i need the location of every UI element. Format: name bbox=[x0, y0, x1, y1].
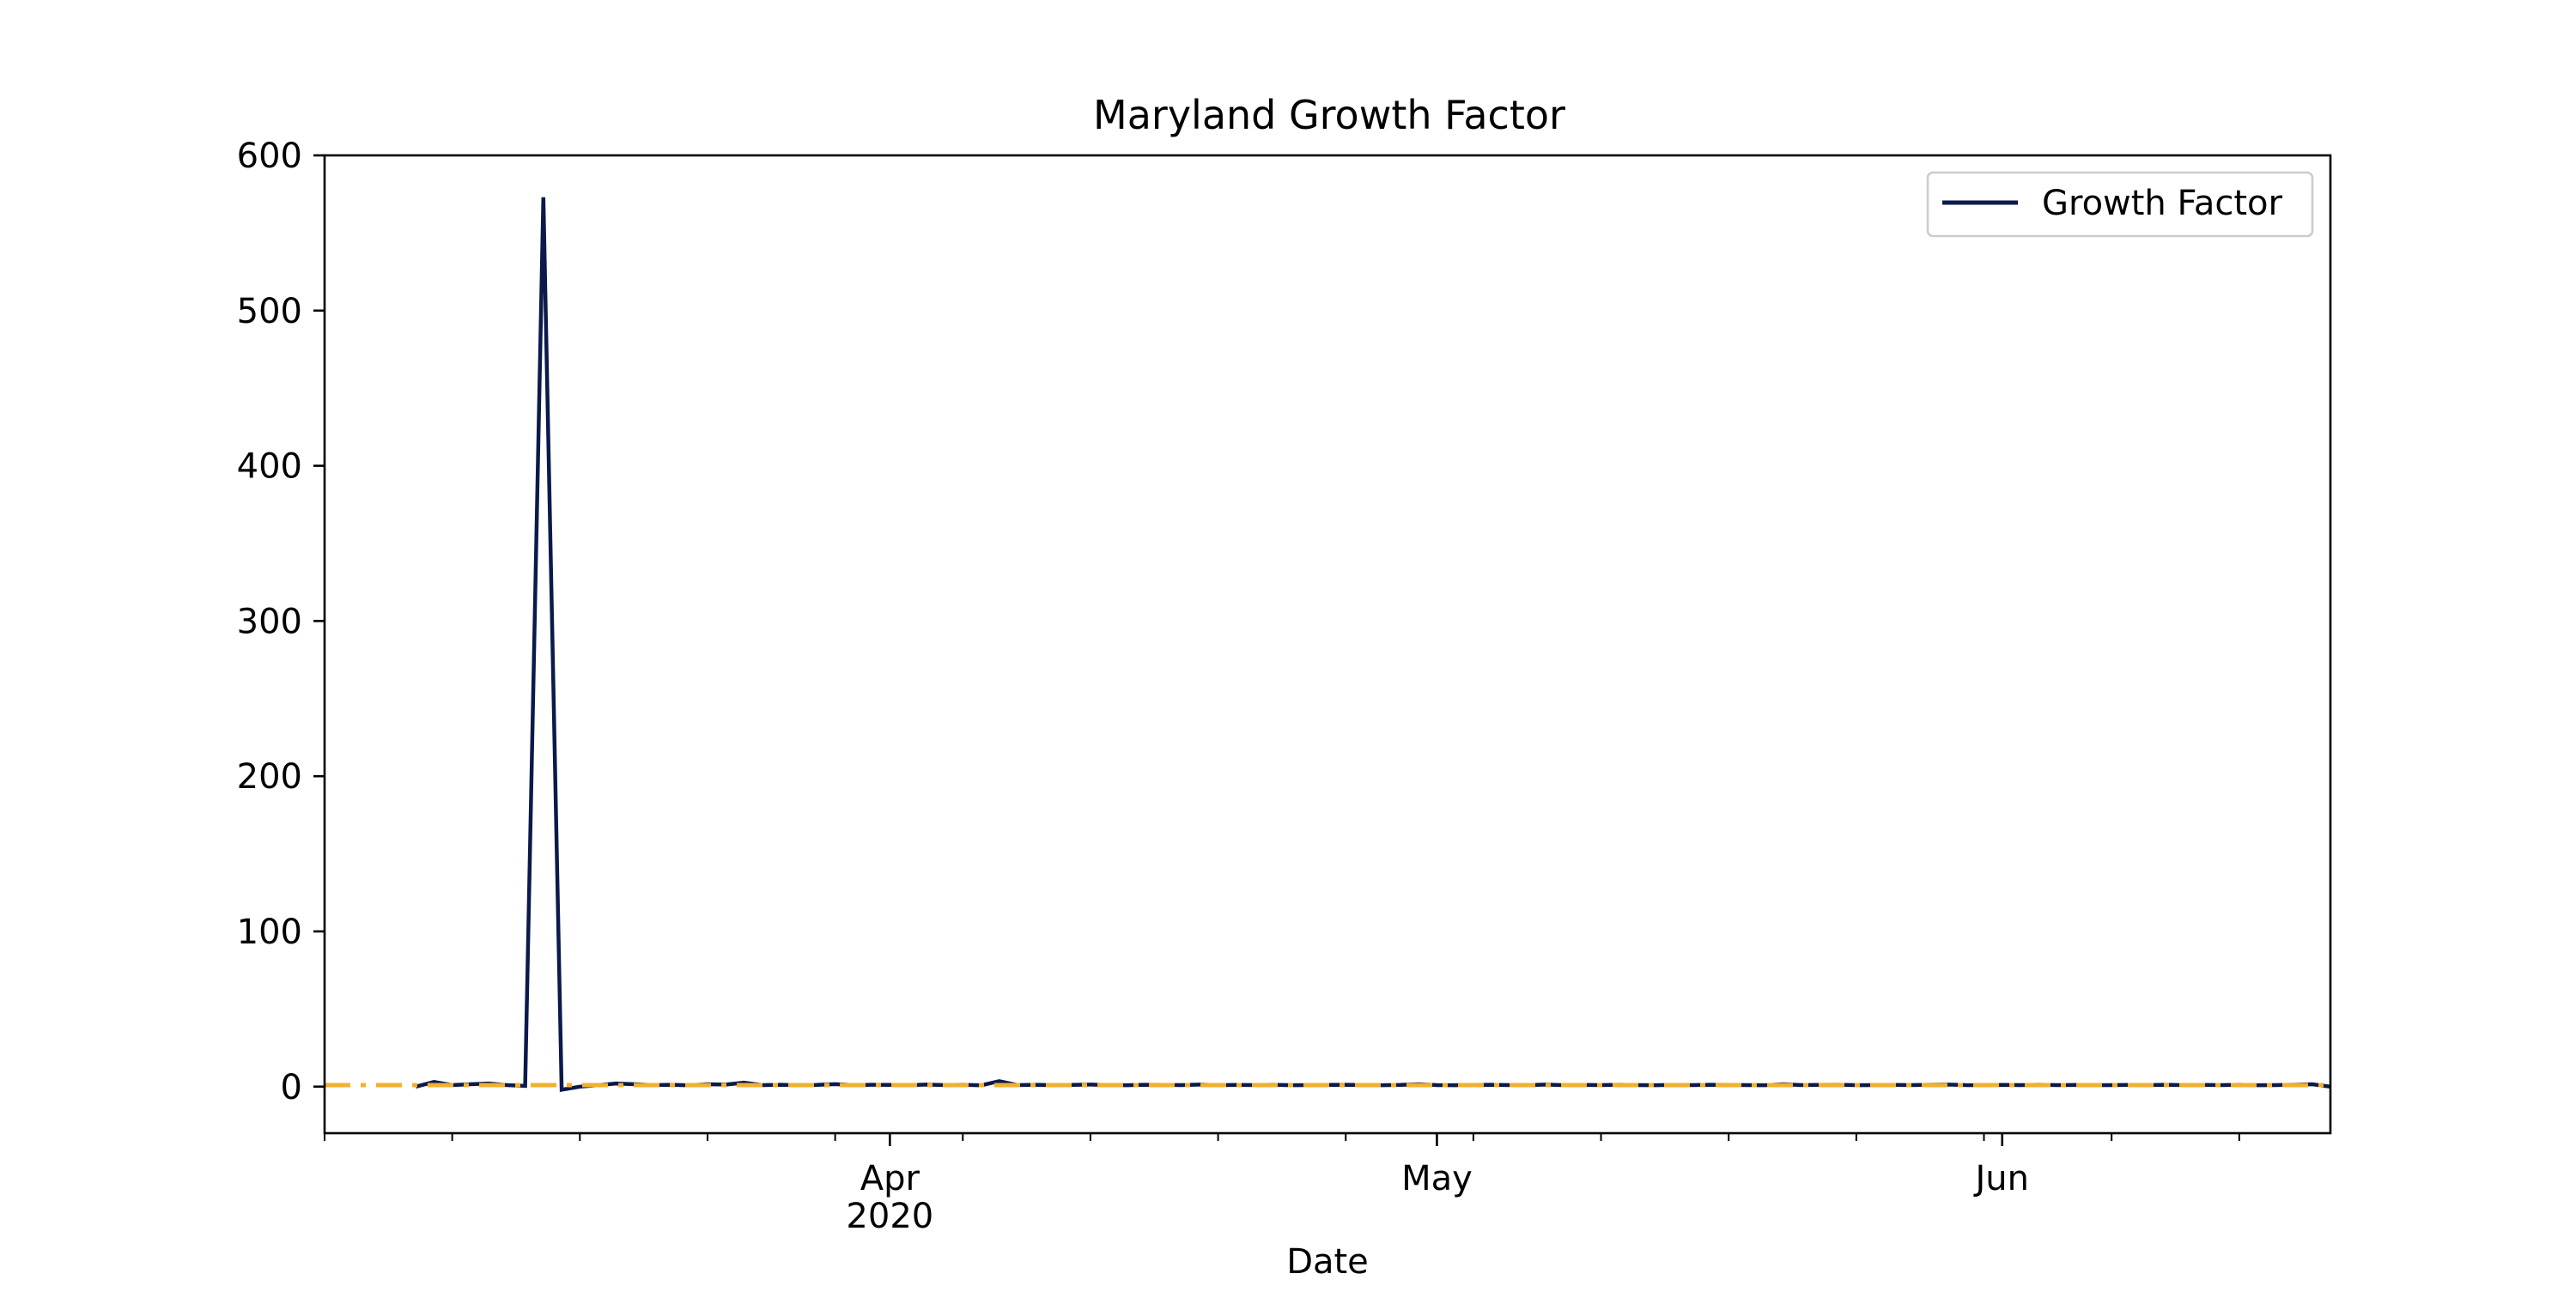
y-tick-label: 200 bbox=[237, 757, 302, 797]
x-tick-label: May bbox=[1401, 1159, 1473, 1198]
x-tick-label: Apr bbox=[860, 1159, 920, 1198]
y-axis-ticks: 0 100 200 300 400 500 600 bbox=[237, 136, 325, 1107]
chart-title: Maryland Growth Factor bbox=[1093, 92, 1565, 138]
y-tick-label: 500 bbox=[237, 292, 302, 331]
x-tick-label: Jun bbox=[1972, 1159, 2029, 1198]
legend: Growth Factor bbox=[1926, 171, 2314, 238]
legend-box bbox=[1926, 171, 2314, 238]
x-axis-label: Date bbox=[1286, 1242, 1369, 1282]
x-tick-sublabel: 2020 bbox=[846, 1197, 933, 1236]
y-tick-label: 0 bbox=[281, 1068, 302, 1107]
legend-label: Growth Factor bbox=[2042, 184, 2282, 223]
plot-area-frame bbox=[323, 154, 2332, 1135]
plot-lines bbox=[325, 197, 2331, 1093]
y-tick-label: 100 bbox=[237, 913, 302, 952]
y-tick-label: 400 bbox=[237, 447, 302, 487]
y-tick-label: 300 bbox=[237, 602, 302, 641]
y-tick-label: 600 bbox=[237, 136, 302, 176]
